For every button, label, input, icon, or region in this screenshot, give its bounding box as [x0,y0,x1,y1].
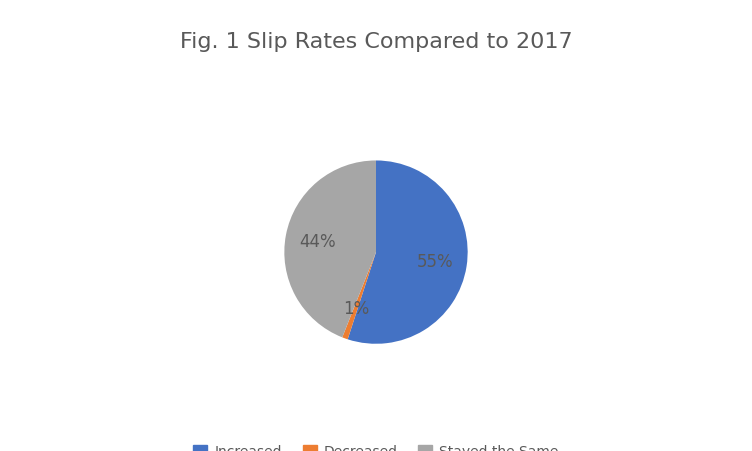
Text: 1%: 1% [343,299,369,318]
Wedge shape [284,161,376,338]
Wedge shape [347,161,468,344]
Text: 55%: 55% [417,253,453,271]
Text: 44%: 44% [299,232,336,250]
Text: Fig. 1 Slip Rates Compared to 2017: Fig. 1 Slip Rates Compared to 2017 [180,32,572,51]
Wedge shape [342,253,376,340]
Legend: Increased, Decreased, Stayed the Same: Increased, Decreased, Stayed the Same [188,439,564,451]
